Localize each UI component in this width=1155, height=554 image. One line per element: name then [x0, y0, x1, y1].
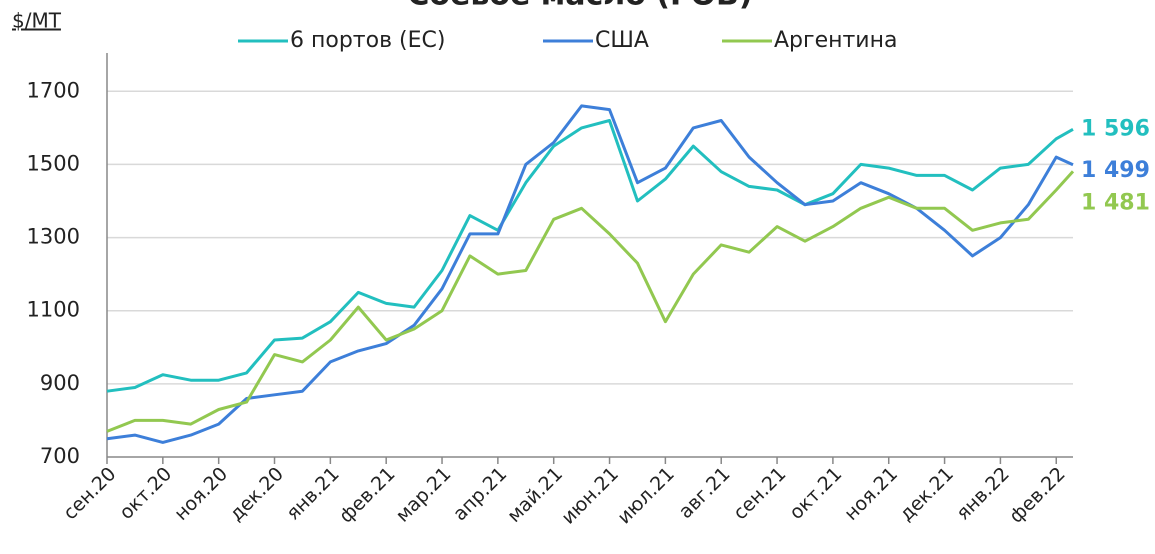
x-tick-label: авг.21 [675, 463, 735, 523]
x-tick-label: июл.21 [613, 463, 679, 529]
series-line [106, 104, 1074, 444]
x-tick-label: май.21 [503, 463, 567, 527]
y-tick-label: 1500 [27, 151, 80, 175]
end-label: 1 481 [1081, 190, 1150, 215]
y-tick-label: 1700 [27, 78, 80, 102]
y-tick-label: 1100 [27, 298, 80, 322]
x-tick-label: ноя.20 [170, 463, 232, 525]
y-tick-label: 1300 [27, 225, 80, 249]
chart-title: Соевое масло (FOB) [407, 0, 752, 13]
x-tick-label: фев.22 [1005, 463, 1070, 528]
x-tick-label: ноя.21 [840, 463, 902, 525]
x-tick-label: сен.21 [729, 463, 790, 524]
legend-label: Аргентина [774, 28, 897, 53]
x-tick-label: янв.21 [282, 463, 344, 525]
x-tick-label: янв.22 [952, 463, 1014, 525]
x-tick-label: апр.21 [449, 463, 511, 525]
x-tick-label: окт.21 [785, 463, 846, 524]
x-tick-label: дек.21 [895, 463, 958, 526]
y-tick-label: 900 [40, 371, 80, 395]
x-tick-label: дек.20 [225, 463, 288, 526]
x-tick-label: мар.21 [392, 463, 456, 527]
series-line [106, 119, 1074, 393]
y-tick-label: 700 [40, 444, 80, 468]
x-tick-label: сен.20 [59, 463, 120, 524]
end-label: 1 499 [1081, 158, 1150, 183]
x-tick-label: фев.21 [335, 463, 400, 528]
y-axis-label: $/MT [12, 9, 62, 33]
series-line [106, 170, 1075, 433]
x-tick-label: июн.21 [557, 463, 623, 529]
x-tick-label: окт.20 [115, 463, 176, 524]
legend-label: 6 портов (ЕС) [290, 28, 445, 53]
legend-label: США [595, 28, 649, 53]
end-label: 1 596 [1081, 116, 1150, 141]
